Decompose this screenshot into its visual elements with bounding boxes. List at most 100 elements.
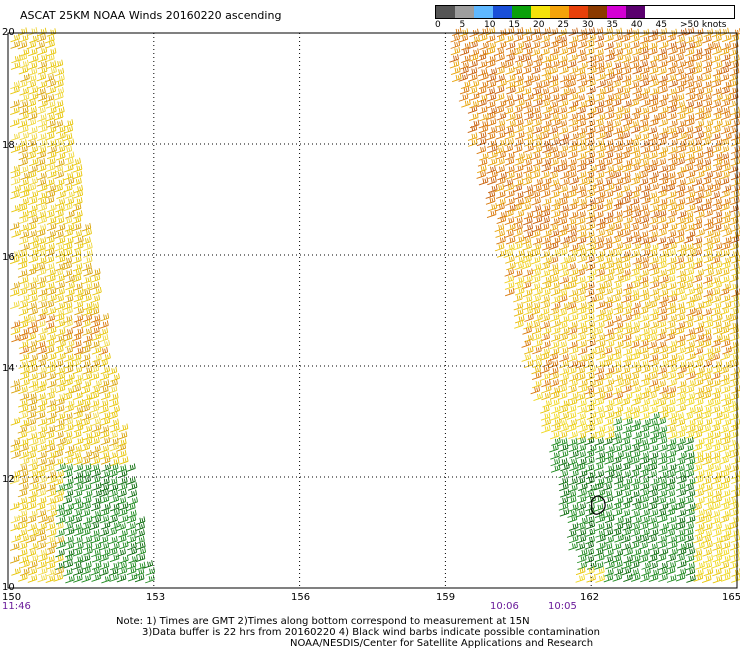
- wind-barb: [693, 411, 703, 421]
- wind-barb: [540, 294, 550, 304]
- wind-barb: [523, 268, 534, 277]
- wind-barb: [729, 60, 740, 70]
- wind-barb: [81, 574, 91, 583]
- wind-barb: [494, 47, 505, 56]
- wind-barb: [631, 209, 642, 219]
- wind-barb: [702, 307, 712, 317]
- wind-barb: [63, 228, 73, 238]
- wind-barb: [649, 548, 660, 557]
- wind-barb: [559, 137, 569, 147]
- wind-barb: [541, 61, 552, 70]
- wind-barb: [594, 313, 605, 323]
- wind-barb: [702, 99, 713, 108]
- wind-barb: [37, 464, 47, 473]
- wind-barb: [504, 125, 514, 135]
- wind-barb: [81, 236, 91, 246]
- wind-barb: [521, 353, 532, 362]
- wind-barb: [622, 522, 633, 531]
- wind-barb: [53, 59, 64, 69]
- wind-barb: [665, 405, 676, 414]
- wind-barb: [65, 288, 75, 297]
- wind-barb: [90, 456, 101, 466]
- wind-barb: [46, 488, 57, 498]
- wind-barb: [17, 430, 28, 440]
- wind-barb: [604, 164, 615, 174]
- wind-barb: [136, 547, 147, 556]
- wind-barb: [46, 371, 57, 381]
- wind-barb: [17, 521, 28, 530]
- wind-barb: [623, 496, 633, 505]
- wind-barb: [593, 378, 604, 388]
- wind-barb: [35, 319, 46, 329]
- wind-barb: [513, 216, 523, 226]
- wind-barb: [18, 300, 29, 310]
- wind-barb: [595, 112, 606, 122]
- wind-barb: [577, 281, 588, 291]
- wind-barb: [656, 255, 667, 265]
- wind-barb: [630, 443, 640, 453]
- wind-barb: [576, 522, 586, 532]
- wind-barb: [514, 74, 524, 83]
- wind-barb: [620, 131, 630, 140]
- wind-barb: [71, 215, 82, 225]
- wind-barb: [649, 170, 659, 180]
- wind-barb: [578, 379, 588, 388]
- wind-barb: [539, 131, 550, 141]
- wind-barb: [704, 496, 714, 506]
- wind-barb: [568, 359, 579, 369]
- wind-barb: [117, 469, 128, 479]
- wind-barb: [703, 294, 714, 304]
- wind-barb: [72, 522, 82, 532]
- wind-barb: [540, 99, 551, 108]
- wind-barb: [595, 151, 605, 160]
- wind-barb: [675, 46, 686, 56]
- wind-barb: [11, 184, 21, 194]
- lon-label-159: 159: [436, 592, 456, 603]
- wind-barb: [117, 431, 128, 440]
- wind-barb: [540, 204, 551, 213]
- wind-barb: [720, 567, 731, 577]
- wind-barb: [694, 528, 705, 537]
- wind-barb: [62, 261, 72, 271]
- wind-barb: [19, 418, 30, 428]
- wind-barb: [566, 411, 577, 420]
- wind-barb: [504, 274, 515, 284]
- wind-barb: [701, 72, 712, 82]
- wind-barb: [541, 112, 551, 121]
- wind-barb: [515, 151, 525, 161]
- wind-barb: [701, 391, 712, 400]
- wind-barb: [26, 548, 37, 558]
- wind-barb: [676, 281, 686, 290]
- wind-barb: [729, 542, 740, 551]
- wind-barb: [82, 262, 92, 272]
- wind-barb: [702, 443, 712, 452]
- wind-barb: [20, 73, 30, 82]
- wind-barb: [604, 535, 614, 545]
- wind-barb: [658, 118, 668, 127]
- wind-barb: [53, 91, 64, 101]
- wind-barb: [514, 314, 525, 324]
- wind-barb: [676, 436, 686, 446]
- wind-barb: [605, 170, 615, 180]
- wind-barb: [541, 326, 552, 335]
- wind-barb: [667, 345, 677, 355]
- wind-barb: [684, 60, 694, 69]
- wind-barb: [549, 340, 560, 350]
- wind-barb: [531, 223, 542, 233]
- wind-barb: [629, 540, 640, 550]
- wind-barb: [81, 521, 92, 531]
- wind-barb: [730, 418, 740, 428]
- wind-barb: [54, 242, 65, 252]
- wind-barb: [632, 515, 642, 525]
- wind-barb: [505, 255, 515, 264]
- wind-barb: [73, 555, 84, 564]
- wind-barb: [540, 412, 551, 421]
- wind-barb: [523, 229, 534, 239]
- wind-barb: [27, 397, 38, 407]
- wind-barb: [577, 126, 588, 135]
- wind-barb: [36, 482, 47, 492]
- wind-barb: [497, 210, 507, 220]
- wind-barb: [584, 111, 595, 121]
- wind-barb: [487, 125, 498, 135]
- wind-barb: [586, 268, 597, 278]
